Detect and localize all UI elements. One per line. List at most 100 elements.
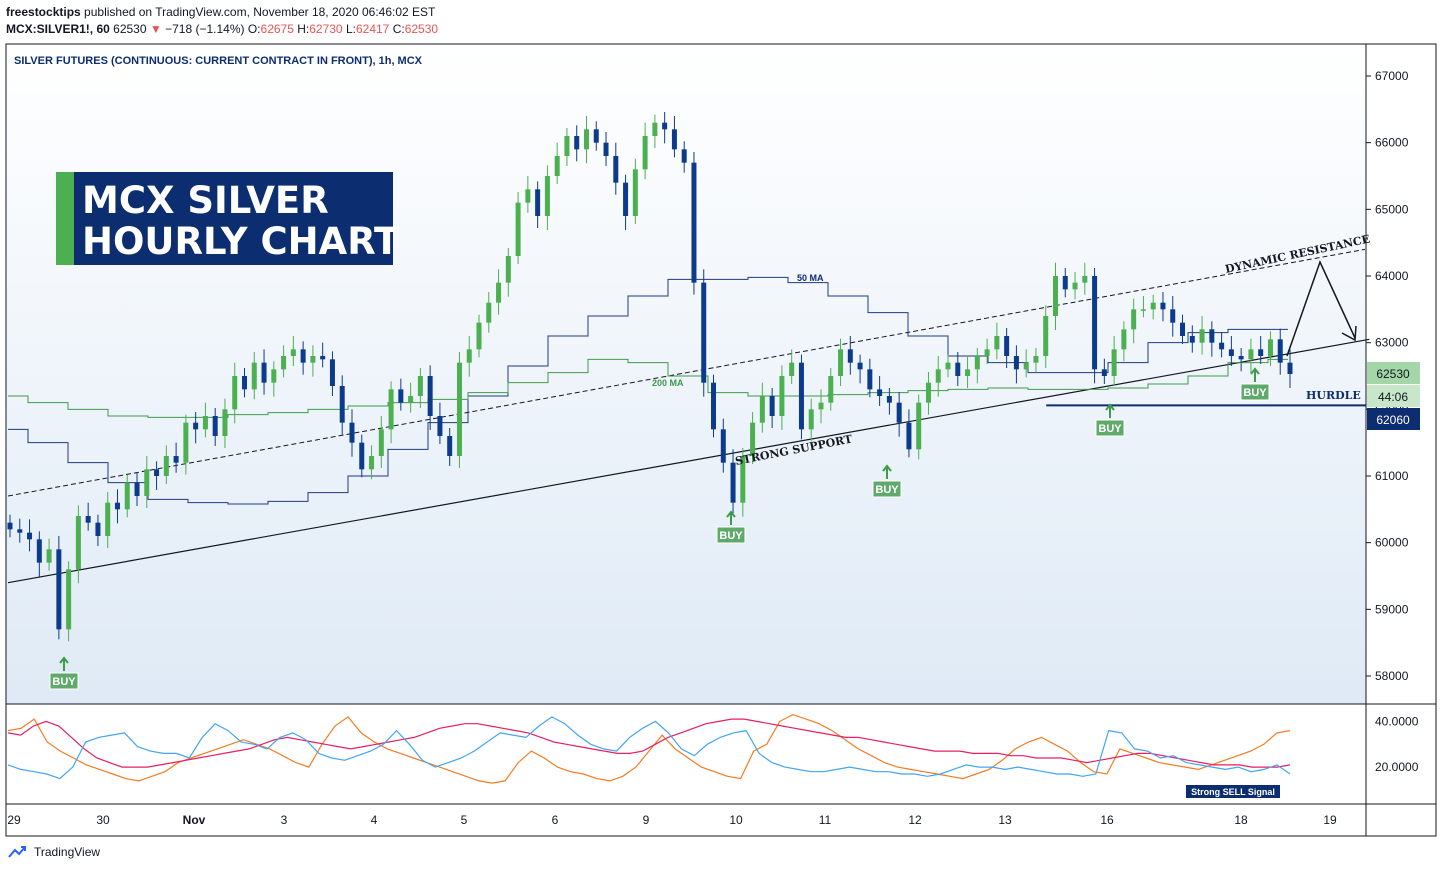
candle-body bbox=[535, 189, 541, 216]
candle-body bbox=[603, 142, 609, 156]
time-tick-label: 11 bbox=[819, 813, 832, 827]
sell-signal-label: Strong SELL Signal bbox=[1186, 785, 1280, 798]
buy-badge-text: BUY bbox=[1098, 423, 1122, 435]
indicator-line-blue bbox=[7, 716, 1291, 780]
candle-body bbox=[1189, 336, 1195, 343]
price-tick-label: 60000 bbox=[1375, 536, 1409, 550]
ma50-label: 50 MA bbox=[797, 273, 824, 283]
candle-body bbox=[320, 356, 326, 360]
candle-body bbox=[1131, 309, 1137, 330]
indicator-pane bbox=[7, 713, 1291, 784]
price-pane-bg bbox=[6, 44, 1366, 704]
candle-body bbox=[1248, 349, 1254, 360]
candle-body bbox=[417, 376, 423, 396]
time-tick-label: 29 bbox=[7, 813, 21, 827]
candle-body bbox=[623, 182, 629, 216]
down-arrow-icon: ▼ bbox=[149, 22, 162, 36]
candle-body bbox=[1150, 302, 1156, 310]
time-tick-label: Nov bbox=[183, 813, 206, 827]
candle-body bbox=[447, 436, 453, 456]
candle-body bbox=[935, 369, 941, 383]
price-tick-label: 64000 bbox=[1375, 269, 1409, 283]
candle-body bbox=[808, 409, 814, 430]
candle-body bbox=[271, 369, 277, 383]
candle-body bbox=[1209, 329, 1215, 343]
buy-badge-text: BUY bbox=[719, 530, 743, 542]
candle-body bbox=[1043, 316, 1049, 356]
ma200-label: 200 MA bbox=[652, 378, 684, 388]
candle-body bbox=[56, 549, 62, 630]
candle-body bbox=[711, 382, 717, 430]
candle-body bbox=[857, 362, 863, 370]
buy-badge bbox=[1095, 419, 1125, 437]
candle-body bbox=[66, 569, 72, 630]
candle-body bbox=[1013, 356, 1019, 370]
candle-body bbox=[564, 136, 570, 156]
candle-body bbox=[95, 522, 101, 536]
buy-badge-text: BUY bbox=[1243, 387, 1267, 399]
candle-body bbox=[339, 386, 345, 423]
candle-body bbox=[105, 502, 111, 536]
candle-body bbox=[154, 469, 160, 476]
candle-body bbox=[46, 549, 52, 563]
candle-body bbox=[720, 429, 726, 463]
candle-body bbox=[1160, 302, 1166, 310]
candle-body bbox=[496, 282, 502, 303]
candle-body bbox=[427, 376, 433, 416]
candle-body bbox=[994, 336, 1000, 350]
candle-body bbox=[1052, 276, 1058, 316]
time-tick-label: 30 bbox=[96, 813, 110, 827]
candle-body bbox=[642, 136, 648, 170]
candle-body bbox=[17, 529, 23, 533]
candle-body bbox=[505, 256, 511, 283]
candle-body bbox=[769, 396, 775, 416]
buy-badge-text: BUY bbox=[875, 484, 899, 496]
buy-arrow-head bbox=[882, 464, 892, 472]
time-tick-label: 6 bbox=[552, 813, 559, 827]
time-tick-label: 16 bbox=[1100, 813, 1114, 827]
candle-body bbox=[212, 416, 218, 436]
candle-body bbox=[632, 169, 638, 216]
candle-body bbox=[1121, 329, 1127, 350]
indicator-line-magenta bbox=[7, 718, 1291, 768]
candle-body bbox=[466, 349, 472, 363]
publish-info: freestocktips published on TradingView.c… bbox=[6, 5, 436, 19]
buy-arrow-head bbox=[1105, 403, 1115, 411]
candle-body bbox=[242, 376, 248, 390]
candle-body bbox=[1170, 309, 1176, 323]
candle-body bbox=[329, 359, 335, 386]
candle-body bbox=[85, 516, 91, 523]
candle-body bbox=[906, 422, 912, 450]
candle-body bbox=[593, 129, 599, 143]
candle-body bbox=[437, 416, 443, 436]
countdown-text: 44:06 bbox=[1378, 390, 1408, 404]
last-price-text: 62530 bbox=[1376, 367, 1410, 381]
price-axis: 5800059000600006100062000630006400065000… bbox=[1366, 69, 1419, 774]
candle-body bbox=[232, 376, 238, 410]
last-price-tag: 62530 44:06 bbox=[1367, 362, 1420, 407]
candle-body bbox=[838, 349, 844, 376]
candle-body bbox=[984, 349, 990, 356]
candle-body bbox=[818, 402, 824, 410]
candle-body bbox=[388, 389, 394, 430]
candle-body bbox=[613, 156, 619, 183]
candle-body bbox=[193, 422, 199, 430]
candle-body bbox=[681, 149, 687, 163]
candle-body bbox=[476, 322, 482, 350]
candle-body bbox=[671, 129, 677, 150]
time-axis: 29 30 Nov 3 4 5 6 9 10 11 12 13 16 18 19 bbox=[7, 813, 1337, 827]
title-box-accent bbox=[56, 172, 74, 265]
hurdle-price-tag: 62060 bbox=[1367, 408, 1420, 430]
candle-body bbox=[27, 532, 33, 540]
candle-body bbox=[1228, 349, 1234, 356]
title-box-line1: MCX SILVER bbox=[82, 179, 329, 222]
price-tick-label: 61000 bbox=[1375, 469, 1409, 483]
price-tick-label: 65000 bbox=[1375, 202, 1409, 216]
candle-body bbox=[183, 422, 189, 463]
sell-signal-text: Strong SELL Signal bbox=[1191, 787, 1275, 797]
price-tick-label: 67000 bbox=[1375, 69, 1409, 83]
candle-body bbox=[515, 202, 521, 256]
candle-body bbox=[750, 422, 756, 456]
candle-body bbox=[359, 442, 365, 470]
